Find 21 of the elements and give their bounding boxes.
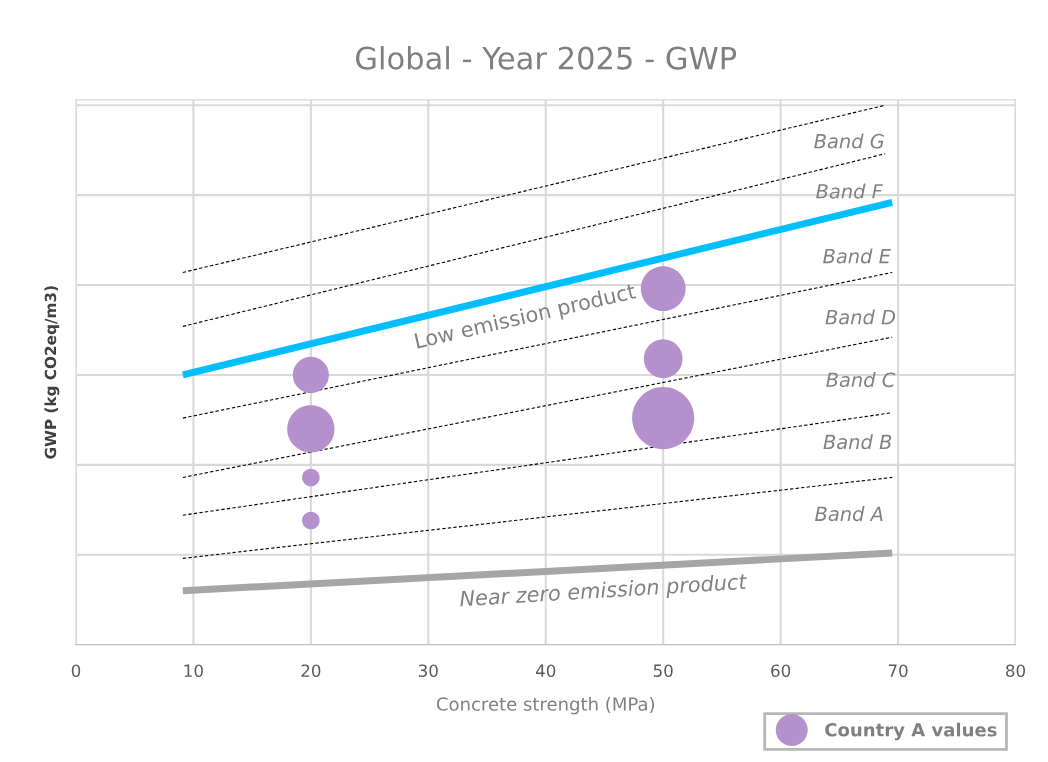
annotation: Band C [826,372,896,388]
x-tick-label: 20 [301,664,321,677]
x-tick-label: 80 [1006,664,1026,677]
x-tick-label: 40 [535,664,556,677]
x-tick-label: 30 [418,664,438,677]
x-axis-title: Concrete strength (MPa) [436,696,655,715]
x-tick-label: 50 [653,664,673,677]
x-tick-label: 0 [71,664,81,677]
x-tick-label: 60 [771,664,791,677]
legend-label: Country A values [825,722,997,741]
annotation: Band B [823,434,892,450]
annotation: Band F [816,183,884,199]
x-tick-label: 10 [184,664,203,677]
chart-title: Global - Year 2025 - GWP [356,46,737,70]
annotation: Band E [823,248,891,264]
x-tick-label: 70 [888,664,908,677]
annotation: Band A [815,506,883,522]
annotation: Band D [825,309,896,325]
y-axis-title: GWP (kg CO2eq/m3) [44,286,60,459]
annotation: Band G [814,133,884,149]
annotation: Near zero emission product [459,572,748,611]
